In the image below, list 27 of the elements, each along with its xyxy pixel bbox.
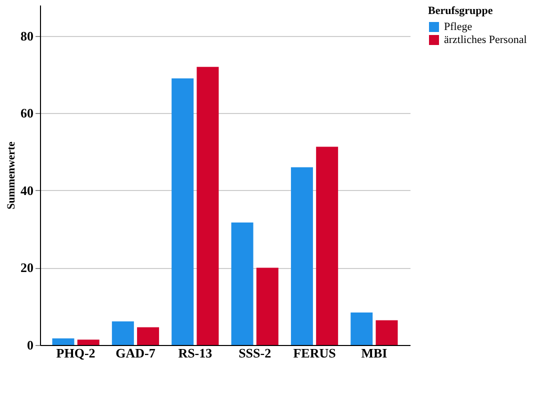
y-tick-label: 0 bbox=[27, 338, 34, 352]
x-tick-label: PHQ-2 bbox=[56, 346, 96, 360]
bar bbox=[172, 78, 194, 345]
x-tick-label: MBI bbox=[361, 346, 388, 360]
bar bbox=[316, 146, 338, 345]
bar bbox=[231, 222, 254, 345]
y-tick-label: 20 bbox=[20, 260, 34, 276]
bar bbox=[137, 327, 160, 345]
y-tick-label: 80 bbox=[20, 28, 34, 44]
legend-title: Berufsgruppe bbox=[428, 5, 493, 17]
y-axis-title: Summenwerte bbox=[6, 141, 18, 210]
bar bbox=[112, 321, 134, 345]
x-tick-label: SSS-2 bbox=[238, 346, 272, 360]
legend-label: Pflege bbox=[444, 21, 472, 33]
x-tick-label: FERUS bbox=[293, 346, 336, 360]
x-tick-label: GAD-7 bbox=[116, 346, 156, 360]
legend-label: ärztliches Personal bbox=[444, 34, 527, 46]
bar bbox=[52, 338, 74, 345]
bar bbox=[350, 312, 373, 345]
bar bbox=[376, 320, 398, 345]
bar bbox=[196, 66, 219, 345]
bar bbox=[256, 268, 278, 345]
y-tick-label: 40 bbox=[20, 182, 34, 198]
y-tick-label: 60 bbox=[20, 106, 34, 121]
bar bbox=[77, 340, 100, 345]
x-tick-label: RS-13 bbox=[178, 346, 213, 360]
bar bbox=[290, 167, 313, 345]
